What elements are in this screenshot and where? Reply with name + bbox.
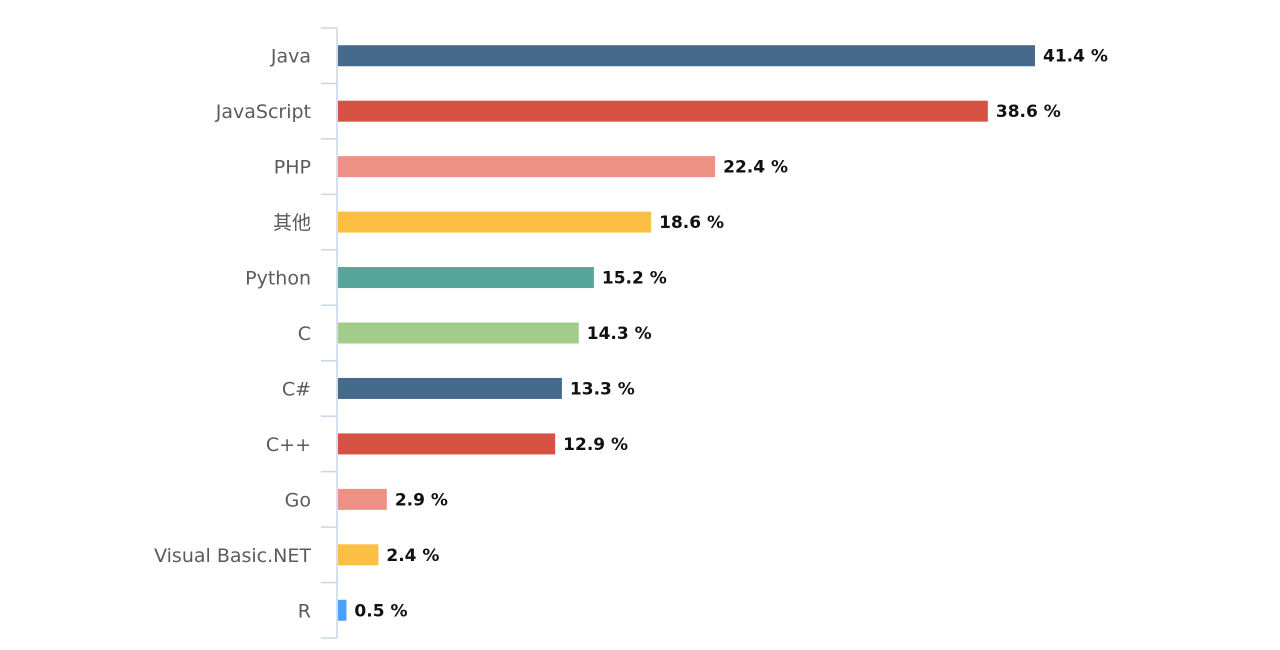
bars	[338, 45, 1035, 621]
y-axis	[321, 27, 338, 639]
category-label: 其他	[273, 212, 311, 234]
value-label: 41.4 %	[1043, 47, 1108, 67]
category-label: C	[298, 323, 311, 345]
category-label: R	[298, 600, 311, 622]
bar	[338, 377, 562, 399]
bar	[338, 322, 579, 344]
category-label: Go	[285, 489, 311, 511]
bar	[338, 45, 1035, 67]
bar	[338, 544, 379, 566]
bar	[338, 211, 652, 233]
value-label: 15.2 %	[602, 269, 667, 289]
value-label: 22.4 %	[723, 158, 788, 178]
bar	[338, 488, 387, 510]
value-label: 12.9 %	[563, 435, 628, 455]
value-label: 38.6 %	[996, 102, 1061, 122]
bar	[338, 156, 716, 178]
value-label: 2.4 %	[386, 546, 439, 566]
bar	[338, 267, 594, 289]
category-label: C++	[266, 434, 311, 456]
category-label: Visual Basic.NET	[154, 545, 311, 567]
value-label: 13.3 %	[570, 379, 635, 399]
category-label: Python	[245, 268, 311, 290]
category-labels: Java JavaScript PHP 其他 Python C C# C++ Go Visual …	[154, 46, 311, 623]
value-label: 2.9 %	[395, 490, 448, 510]
category-label: PHP	[274, 157, 311, 179]
bar	[338, 433, 556, 455]
value-label: 18.6 %	[659, 213, 724, 233]
value-label: 0.5 %	[354, 601, 407, 621]
value-label: 14.3 %	[587, 324, 652, 344]
bar	[338, 599, 347, 621]
category-label: JavaScript	[215, 101, 311, 123]
category-label: Java	[270, 46, 311, 68]
bar	[338, 100, 988, 122]
category-label: C#	[282, 378, 311, 400]
value-labels: 41.4 % 38.6 % 22.4 % 18.6 % 15.2 % 14.3 % 13.3…	[354, 47, 1107, 622]
